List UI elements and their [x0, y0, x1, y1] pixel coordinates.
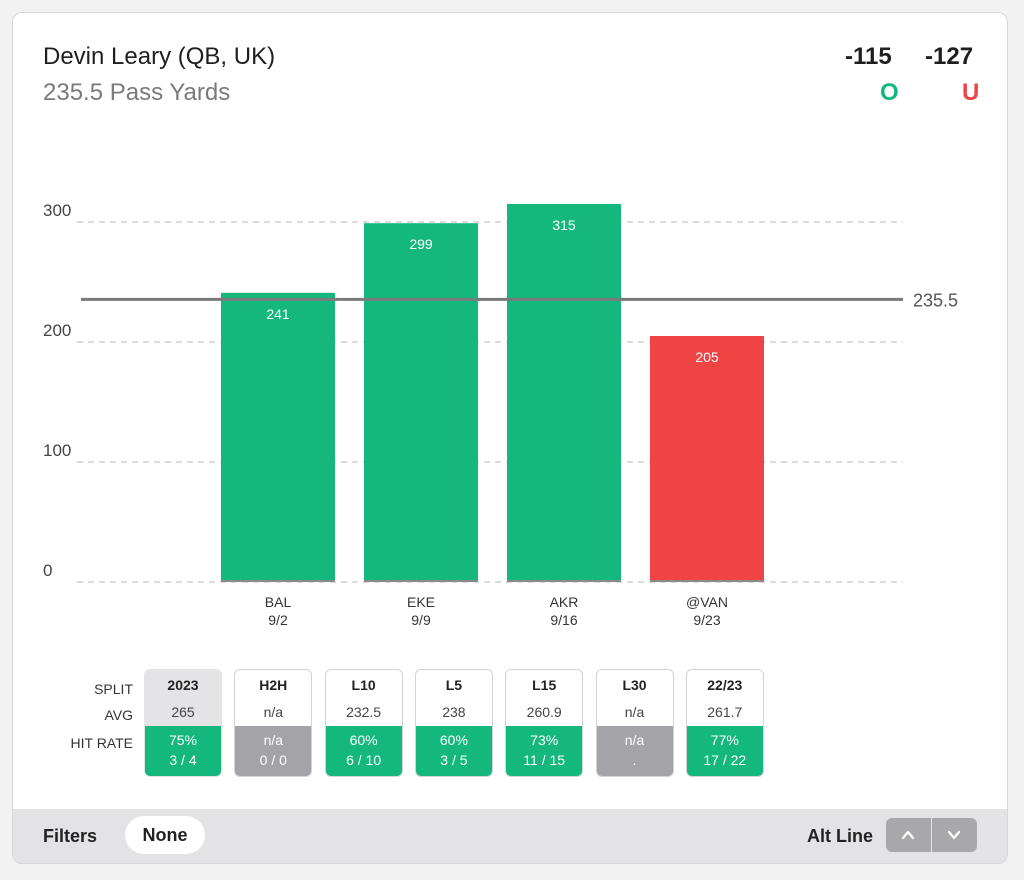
hit-rate-count: 6 / 10	[346, 752, 382, 768]
bar-bal	[221, 292, 335, 582]
hit-rate-pct: 77%	[710, 732, 739, 748]
x-tick-date: 9/16	[550, 612, 577, 628]
x-tick-label: @VAN	[686, 594, 728, 610]
x-tick-label: AKR	[550, 594, 579, 610]
bar-value-label: 299	[409, 236, 433, 252]
hit-rate-pct: 73%	[530, 732, 559, 748]
alt-line-down-button[interactable]	[932, 818, 977, 852]
avg-label: AVG	[104, 707, 133, 723]
y-tick-label: 100	[43, 441, 71, 460]
hit-rate-count: 17 / 22	[703, 752, 747, 768]
bar-eke	[364, 223, 478, 582]
split-card-l30[interactable]: L30 n/a n/a.	[595, 669, 674, 777]
filters-label: Filters	[43, 826, 98, 846]
hit-rate-count: 11 / 15	[523, 752, 566, 768]
hit-rate-pct: n/a	[263, 732, 284, 748]
bar-value-label: 205	[695, 349, 719, 365]
split-avg: n/a	[624, 704, 645, 720]
hit-rate-box: n/a 0 / 0	[235, 726, 312, 776]
x-tick-label: EKE	[407, 594, 435, 610]
split-label: SPLIT	[94, 681, 133, 697]
under-odds[interactable]: -127	[925, 43, 974, 70]
x-tick-date: 9/23	[693, 612, 720, 628]
split-card-h2h[interactable]: H2H n/a n/a 0 / 0	[234, 669, 313, 777]
split-name: 2023	[167, 677, 199, 693]
split-avg: 261.7	[707, 704, 743, 720]
split-name: L10	[351, 677, 376, 693]
y-tick-label: 200	[43, 321, 71, 340]
alt-line-up-button[interactable]	[886, 818, 931, 852]
hit-rate-box: 73% 11 / 15	[506, 726, 583, 776]
split-name: L5	[445, 677, 463, 693]
split-card-2023[interactable]: 2023 265 75% 3 / 4	[144, 669, 222, 777]
alt-line-label: Alt Line	[807, 826, 873, 846]
split-name: L15	[532, 677, 557, 693]
split-name: H2H	[259, 677, 288, 693]
split-card-l10[interactable]: L10 232.5 60% 6 / 10	[324, 669, 403, 777]
hit-rate-box: 60% 3 / 5	[415, 726, 492, 776]
hit-rate-label: HIT RATE	[70, 735, 134, 751]
player-name: Devin Leary (QB, UK)	[43, 43, 276, 70]
bar-at-van	[650, 336, 764, 582]
y-tick-label: 300	[43, 201, 71, 220]
over-label[interactable]: O	[880, 79, 899, 106]
x-tick-date: 9/9	[411, 612, 431, 628]
filter-select[interactable]: None	[125, 816, 205, 854]
y-tick-label: 0	[43, 561, 52, 580]
bar-value-label: 315	[552, 217, 576, 233]
prop-line: 235.5 Pass Yards	[43, 79, 231, 106]
bar-value-label: 241	[266, 306, 290, 322]
prop-card: Devin Leary (QB, UK) 235.5 Pass Yards -1…	[12, 12, 1008, 864]
hit-rate-pct: n/a	[624, 732, 645, 748]
hit-rate-count: .	[632, 752, 637, 768]
split-avg: 232.5	[346, 704, 382, 720]
over-odds[interactable]: -115	[845, 43, 892, 70]
split-avg: 260.9	[526, 704, 562, 720]
hit-rate-box: n/a.	[596, 726, 673, 776]
split-card-22-23[interactable]: 22/23 261.7 77% 17 / 22	[685, 669, 764, 777]
split-avg: 265	[171, 704, 195, 720]
hit-rate-count: 3 / 5	[440, 752, 468, 768]
hit-rate-pct: 60%	[349, 732, 378, 748]
hit-rate-box: 75% 3 / 4	[145, 726, 221, 776]
chevron-up-icon	[901, 830, 915, 840]
bar-akr	[507, 204, 621, 582]
x-tick-label: BAL	[265, 594, 292, 610]
hit-rate-pct: 60%	[439, 732, 468, 748]
under-label[interactable]: U	[962, 79, 980, 106]
hit-rate-box: 60% 6 / 10	[325, 726, 402, 776]
split-avg: 238	[442, 704, 466, 720]
split-card-l15[interactable]: L15 260.9 73% 11 / 15	[505, 669, 584, 777]
split-name: L30	[622, 677, 647, 693]
split-name: 22/23	[707, 677, 743, 693]
bar-chart: 0 100 200 300 241 BAL 9/2 299 EKE 9/9 315 AKR 9/16 20…	[43, 201, 958, 628]
hit-rate-count: 0 / 0	[259, 752, 287, 768]
footer-bar: Filters None Alt Line	[13, 809, 1007, 863]
hit-rate-pct: 75%	[168, 732, 198, 748]
chevron-down-icon	[947, 830, 961, 840]
hit-rate-count: 3 / 4	[169, 752, 197, 768]
x-tick-date: 9/2	[268, 612, 288, 628]
hit-rate-box: 77% 17 / 22	[686, 726, 763, 776]
split-card-l5[interactable]: L5 238 60% 3 / 5	[414, 669, 493, 777]
prop-line-label: 235.5	[913, 290, 958, 310]
split-avg: n/a	[263, 704, 284, 720]
